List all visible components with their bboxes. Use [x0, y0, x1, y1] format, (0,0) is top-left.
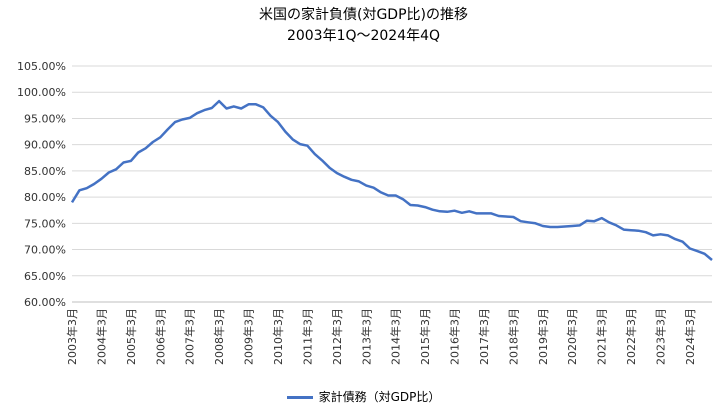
x-tick-label: 2010年3月 — [271, 308, 285, 365]
x-tick-label: 2018年3月 — [506, 308, 520, 365]
y-tick-label: 70.00% — [24, 244, 66, 257]
gridlines — [72, 65, 712, 303]
x-tick-label: 2003年3月 — [65, 308, 79, 365]
x-tick-label: 2006年3月 — [153, 308, 167, 365]
x-tick-label: 2016年3月 — [448, 308, 462, 365]
x-tick-label: 2020年3月 — [565, 308, 579, 365]
x-tick-label: 2022年3月 — [624, 308, 638, 365]
x-tick-label: 2017年3月 — [477, 308, 491, 365]
x-tick-label: 2012年3月 — [330, 308, 344, 365]
y-tick-label: 85.00% — [24, 165, 66, 178]
x-tick-label: 2009年3月 — [242, 308, 256, 365]
x-tick-label: 2014年3月 — [389, 308, 403, 365]
x-tick-label: 2013年3月 — [359, 308, 373, 365]
y-tick-label: 90.00% — [24, 139, 66, 152]
chart-subtitle: 2003年1Q～2024年4Q — [286, 28, 441, 44]
y-tick-label: 75.00% — [24, 217, 66, 230]
y-axis: 60.00% 65.00% 70.00% 75.00% 80.00% 85.00% 90.0… — [17, 60, 66, 309]
series-layer — [70, 99, 713, 261]
x-tick-label: 2007年3月 — [183, 308, 197, 365]
x-tick-label: 2019年3月 — [536, 308, 550, 365]
legend-swatch — [286, 396, 313, 399]
x-tick-label: 2011年3月 — [300, 308, 314, 365]
series-line-household-debt — [70, 99, 713, 261]
legend: 家計債務（対GDP比） — [0, 388, 727, 405]
y-tick-label: 95.00% — [24, 112, 66, 125]
legend-label: 家計債務（対GDP比） — [318, 390, 441, 404]
y-tick-label: 65.00% — [24, 270, 66, 283]
x-tick-label: 2008年3月 — [212, 308, 226, 365]
x-tick-label: 2005年3月 — [124, 308, 138, 365]
y-tick-label: 80.00% — [24, 191, 66, 204]
x-tick-label: 2024年3月 — [683, 308, 697, 365]
y-tick-label: 60.00% — [24, 296, 66, 309]
x-tick-label: 2021年3月 — [595, 308, 609, 365]
x-axis: 2003年3月 2004年3月 2005年3月 2006年3月 2007年3月 2008年… — [65, 308, 697, 365]
y-tick-label: 100.00% — [17, 86, 66, 99]
x-tick-label: 2004年3月 — [94, 308, 108, 365]
chart-title: 米国の家計負債(対GDP比)の推移 — [259, 7, 468, 23]
y-tick-label: 105.00% — [17, 60, 66, 73]
x-tick-label: 2015年3月 — [418, 308, 432, 365]
x-tick-label: 2023年3月 — [654, 308, 668, 365]
